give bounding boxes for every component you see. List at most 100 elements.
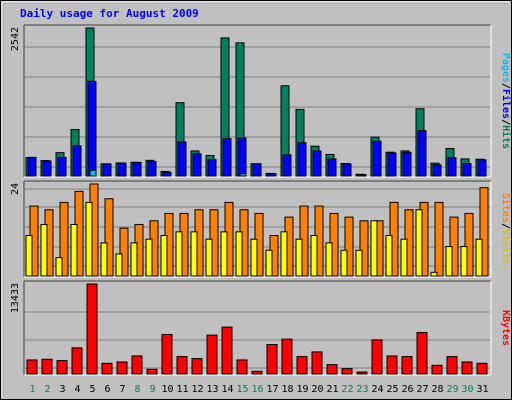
files-bar xyxy=(162,171,172,177)
kbytes-bar xyxy=(311,351,323,375)
kbytes-bar xyxy=(131,355,143,375)
files-bar xyxy=(477,159,487,177)
sites-bar xyxy=(430,271,438,277)
sites-bar xyxy=(445,246,453,277)
x-tick-label: 27 xyxy=(416,384,428,395)
kbytes-bar xyxy=(281,338,293,375)
files-bar xyxy=(417,130,427,177)
sites-bar xyxy=(235,231,243,277)
sites-bar xyxy=(325,242,333,277)
x-tick-label: 1 xyxy=(29,384,35,395)
x-tick-label: 19 xyxy=(296,384,308,395)
sites-bar xyxy=(400,238,408,277)
x-tick-label: 22 xyxy=(341,384,353,395)
y-axis-label: Sites/Visits xyxy=(500,193,512,265)
sites-bar xyxy=(265,249,273,277)
files-bar xyxy=(177,141,187,177)
y-axis-label-part: Pages xyxy=(500,53,511,83)
files-bar xyxy=(387,152,397,177)
kbytes-bar xyxy=(191,358,203,375)
kbytes-bar xyxy=(386,355,398,375)
y-axis-label-part: Files xyxy=(500,89,512,119)
panel-1 xyxy=(23,24,492,178)
files-bar xyxy=(222,138,232,177)
x-tick-label: 28 xyxy=(431,384,443,395)
x-tick-label: 23 xyxy=(356,384,368,395)
y-axis-label: Pages/Files/Hits xyxy=(500,53,512,149)
visits-bar xyxy=(464,212,474,277)
files-bar xyxy=(282,154,292,177)
x-tick-label: 8 xyxy=(134,384,140,395)
x-axis-day-labels: 1 2 3 4 5 6 7 8 9 10 11 12 13 14 15 16 17 18 19 20 21 22 23 24 2… xyxy=(29,384,488,395)
kbytes-bar xyxy=(251,370,263,375)
sites-bar xyxy=(100,242,108,277)
x-tick-label: 13 xyxy=(206,384,218,395)
visits-bar xyxy=(359,220,369,277)
x-tick-label: 5 xyxy=(89,384,95,395)
visits-bar xyxy=(119,227,129,277)
x-tick-label: 26 xyxy=(401,384,413,395)
sites-bar xyxy=(70,223,78,277)
x-tick-label: 9 xyxy=(149,384,155,395)
files-bar xyxy=(357,174,367,177)
chart-title: Daily usage for August 2009 xyxy=(20,7,199,20)
y-axis-label-part: Hits xyxy=(500,125,512,149)
sites-bar xyxy=(295,238,303,277)
x-tick-label: 31 xyxy=(476,384,488,395)
y-max-label: 24 xyxy=(10,183,21,195)
kbytes-bar xyxy=(221,326,233,375)
x-tick-label: 30 xyxy=(461,384,473,395)
kbytes-bar xyxy=(236,359,248,375)
panel-3 xyxy=(23,280,492,376)
x-tick-label: 12 xyxy=(191,384,203,395)
kbytes-bar xyxy=(26,359,38,375)
files-bar xyxy=(192,153,202,177)
files-bar xyxy=(117,162,127,177)
x-tick-label: 11 xyxy=(176,384,188,395)
kbytes-bar xyxy=(416,331,428,375)
kbytes-bar xyxy=(56,360,68,375)
kbytes-bar xyxy=(176,356,188,375)
kbytes-bar xyxy=(446,356,458,375)
files-bar xyxy=(372,140,382,177)
sites-bar xyxy=(280,231,288,277)
sites-bar xyxy=(175,231,183,277)
x-tick-label: 21 xyxy=(326,384,338,395)
sites-bar xyxy=(160,235,168,277)
files-bar xyxy=(297,142,307,177)
x-tick-label: 3 xyxy=(59,384,65,395)
files-bar xyxy=(327,158,337,177)
x-tick-label: 16 xyxy=(251,384,263,395)
x-tick-label: 2 xyxy=(44,384,50,395)
y-axis-label-part: Visits xyxy=(500,229,512,265)
sites-bar xyxy=(85,201,93,277)
y-axis-label-part: / xyxy=(500,119,511,125)
files-bar xyxy=(87,80,97,177)
x-tick-label: 24 xyxy=(371,384,383,395)
files-bar xyxy=(132,161,142,177)
sites-bar xyxy=(475,238,483,277)
pages-bar xyxy=(89,169,97,177)
files-bar xyxy=(42,160,52,177)
files-bar xyxy=(72,145,82,177)
sites-bar xyxy=(145,238,153,277)
files-bar xyxy=(102,163,112,177)
sites-bar xyxy=(415,209,423,277)
kbytes-bar xyxy=(341,368,353,375)
visits-bar xyxy=(434,201,444,277)
x-tick-label: 18 xyxy=(281,384,293,395)
sites-bar xyxy=(355,249,363,277)
kbytes-bar xyxy=(476,362,488,375)
files-bar xyxy=(447,157,457,177)
files-bar xyxy=(252,163,262,177)
files-bar xyxy=(57,156,67,177)
files-bar xyxy=(207,159,217,177)
x-tick-label: 6 xyxy=(104,384,110,395)
sites-bar xyxy=(385,235,393,277)
kbytes-bar xyxy=(71,347,83,375)
sites-bar xyxy=(250,238,258,277)
visits-bar xyxy=(104,198,114,277)
sites-bar xyxy=(40,223,48,277)
